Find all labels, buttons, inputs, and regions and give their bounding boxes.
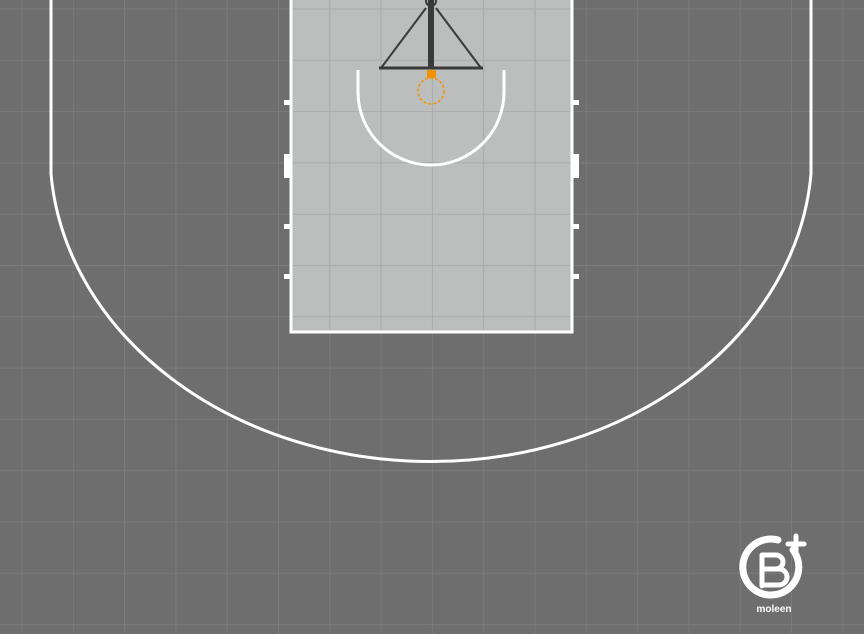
logo-letter-b bbox=[759, 552, 790, 589]
lane-mark-left-2 bbox=[284, 154, 291, 178]
lane-mark-left-4 bbox=[284, 274, 291, 279]
support-brace-left bbox=[380, 7, 427, 69]
lane-mark-right-1 bbox=[572, 100, 579, 105]
rim-connector bbox=[427, 70, 436, 78]
paint-tile-grid bbox=[292, 0, 571, 331]
moleen-logo: moleen bbox=[739, 533, 807, 615]
restricted-area-arc bbox=[356, 70, 506, 167]
lane-mark-right-3 bbox=[572, 224, 579, 229]
lane-mark-right-2 bbox=[572, 154, 579, 178]
logo-brand-text: moleen bbox=[756, 604, 791, 615]
three-point-line bbox=[49, 0, 813, 463]
support-top-ring bbox=[425, 0, 437, 7]
lane-mark-left-3 bbox=[284, 224, 291, 229]
lane-hash-marks bbox=[284, 100, 579, 279]
backboard-support bbox=[379, 0, 483, 70]
logo-plus bbox=[785, 533, 807, 555]
lane-mark-right-4 bbox=[572, 274, 579, 279]
basketball-rim bbox=[417, 77, 445, 105]
support-brace-right bbox=[435, 7, 482, 69]
lane-mark-left-1 bbox=[284, 100, 291, 105]
logo-ring bbox=[739, 535, 803, 599]
